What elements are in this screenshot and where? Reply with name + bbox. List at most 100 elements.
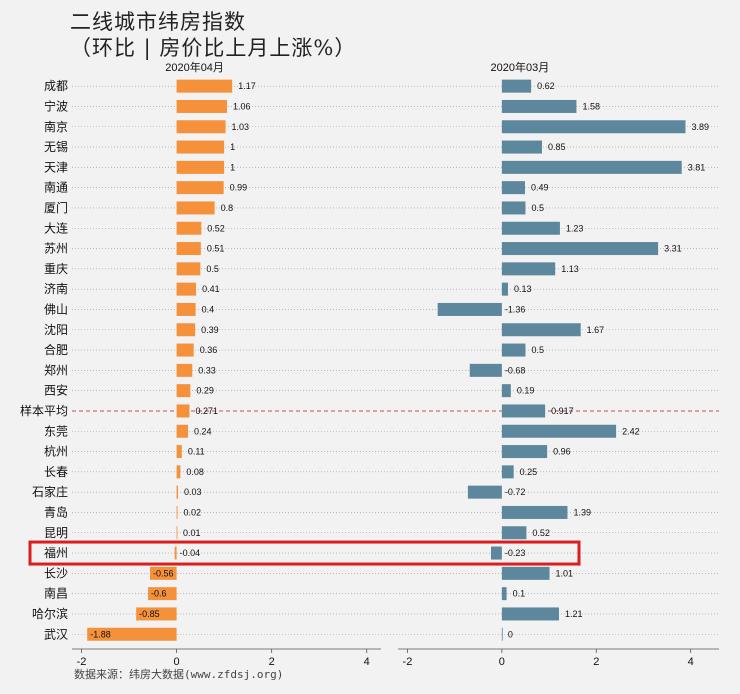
category-label: 宁波: [44, 98, 68, 113]
category-label: 长春: [44, 465, 68, 479]
left-bar: [176, 302, 196, 316]
left-bar: [176, 262, 201, 276]
category-label: 石家庄: [32, 484, 68, 499]
left-value-label: 0.4: [202, 304, 215, 314]
left-bar: [148, 587, 177, 601]
category-label: 成都: [44, 79, 68, 93]
left-value-label: -0.6: [151, 589, 167, 599]
category-label: 合肥: [44, 342, 68, 357]
right-bar: [501, 79, 532, 93]
category-label: 样本平均: [20, 403, 68, 418]
right-bar: [501, 282, 508, 296]
right-bar: [501, 99, 577, 113]
right-bar: [501, 262, 556, 276]
left-bar: [176, 120, 226, 134]
right-bar: [501, 343, 526, 357]
left-bar: [176, 404, 190, 418]
right-value-label: 0.5: [531, 203, 544, 213]
left-bar: [176, 343, 194, 357]
left-bar: [149, 566, 177, 580]
left-value-label: 1: [230, 142, 235, 152]
right-bar: [501, 424, 617, 438]
left-tick-label: -2: [77, 656, 87, 668]
left-bar: [176, 282, 197, 296]
left-value-label: 1.17: [238, 81, 256, 91]
left-bar: [176, 79, 233, 93]
category-label: 济南: [44, 281, 68, 296]
left-bar: [176, 201, 215, 215]
right-bar: [501, 526, 527, 540]
right-value-label: 0: [508, 629, 513, 639]
left-value-label: 0.36: [200, 345, 218, 355]
left-value-label: 1.03: [232, 122, 250, 132]
left-bar: [176, 445, 182, 459]
category-label: 武汉: [44, 627, 68, 641]
category-label: 哈尔滨: [32, 606, 68, 621]
left-bar: [176, 242, 201, 256]
left-value-label: 0.11: [188, 447, 205, 457]
right-tick-label: 0: [499, 656, 505, 668]
left-value-label: 0.02: [184, 507, 202, 517]
left-value-label: -0.04: [180, 548, 201, 558]
category-label: 青岛: [44, 504, 68, 519]
left-value-label: 0.5: [206, 264, 219, 274]
right-value-label: 0.917: [551, 406, 574, 416]
right-bar: [501, 465, 514, 479]
right-value-label: 1.01: [556, 568, 574, 578]
right-value-label: 0.96: [553, 447, 571, 457]
right-bar: [501, 445, 548, 459]
category-label: 南京: [44, 119, 68, 134]
right-value-label: 1.23: [566, 223, 584, 233]
right-bar: [501, 140, 542, 154]
right-bar: [469, 363, 502, 377]
category-label: 佛山: [44, 302, 68, 316]
right-value-label: 0.13: [514, 284, 532, 294]
left-value-label: 0.39: [201, 325, 219, 335]
right-bar: [501, 181, 525, 195]
right-bar: [501, 505, 568, 519]
left-value-label: -0.56: [153, 568, 174, 578]
right-value-label: 0.49: [531, 183, 549, 193]
right-bar: [501, 566, 550, 580]
right-value-label: 0.52: [532, 528, 550, 538]
left-bar: [176, 384, 191, 398]
right-value-label: -0.72: [505, 487, 526, 497]
right-bar: [501, 607, 559, 621]
right-bar: [501, 221, 560, 235]
right-value-label: 3.81: [688, 162, 706, 172]
category-label: 沈阳: [44, 322, 68, 337]
right-value-label: -0.23: [505, 548, 526, 558]
category-label: 福州: [44, 545, 68, 560]
left-bar: [176, 160, 225, 174]
left-value-label: 0.01: [183, 528, 201, 538]
category-label: 无锡: [44, 139, 68, 154]
category-label: 郑州: [44, 362, 68, 377]
right-value-label: 1.13: [561, 264, 579, 274]
left-value-label: -0.85: [139, 609, 160, 619]
left-tick-label: 2: [269, 656, 275, 668]
left-bar: [176, 140, 225, 154]
right-tick-label: -2: [403, 656, 413, 668]
category-label: 东莞: [44, 424, 68, 438]
left-value-label: 0.41: [202, 284, 220, 294]
category-label: 天津: [44, 160, 68, 174]
left-bar: [176, 526, 178, 540]
right-value-label: 0.25: [520, 467, 538, 477]
right-bar: [501, 323, 581, 337]
right-bar: [501, 160, 682, 174]
category-label: 昆明: [44, 526, 68, 540]
category-label: 重庆: [44, 262, 68, 276]
left-value-label: 0.52: [207, 223, 225, 233]
left-bar: [87, 627, 177, 641]
left-value-label: -1.88: [90, 629, 111, 639]
left-value-label: 0.03: [184, 487, 202, 497]
right-value-label: 1.21: [565, 609, 583, 619]
category-label: 长沙: [44, 566, 68, 580]
left-bar: [176, 363, 193, 377]
right-value-label: 1.58: [582, 101, 600, 111]
right-panel-title: 2020年03月: [490, 60, 549, 74]
right-bar: [501, 120, 686, 134]
left-value-label: 0.24: [194, 426, 212, 436]
left-tick-label: 0: [174, 656, 180, 668]
